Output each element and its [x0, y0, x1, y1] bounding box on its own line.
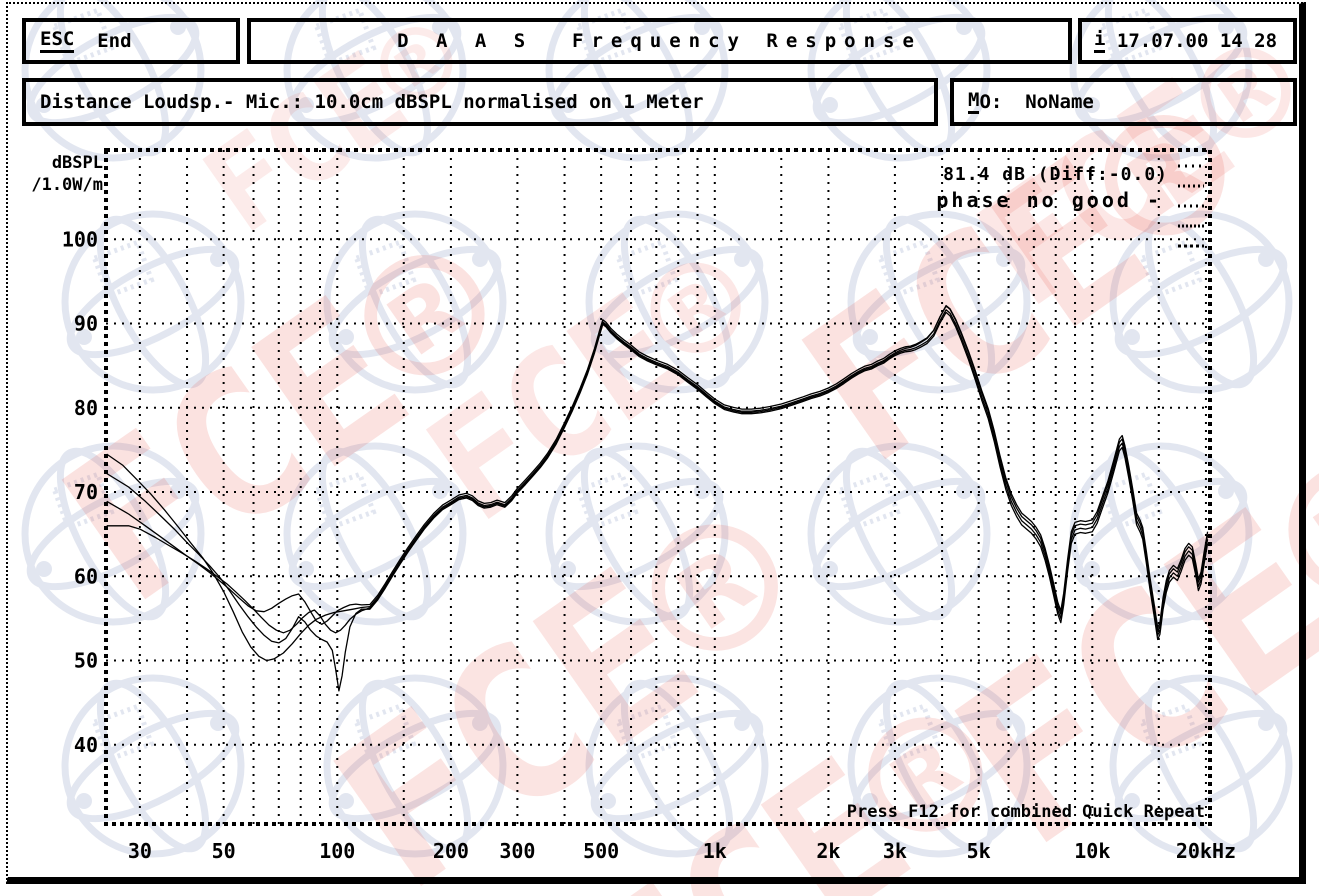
esc-end-button[interactable]: ESC End — [22, 18, 240, 64]
mo-value: NoName — [1025, 91, 1094, 113]
phase-status: phase no good - — [936, 188, 1162, 212]
title-box: D A A S Frequency Response — [247, 18, 1072, 64]
mo-key-rest: O: — [979, 91, 1003, 113]
x-axis-tick-label: 30 — [128, 839, 152, 863]
esc-action-label: End — [97, 30, 132, 52]
esc-key-label: ESC — [40, 29, 75, 53]
f12-hint[interactable]: Press F12 for combined Quick Repeat — [847, 802, 1205, 822]
y-unit-label-line1: dBSPL — [52, 153, 103, 173]
x-axis-tick-label: 1k — [703, 839, 727, 863]
info-datetime-button[interactable]: i 17.07.00 14 28 — [1078, 18, 1297, 64]
page-title: Frequency Response — [572, 30, 922, 52]
y-unit-label-line2: /1.0W/m — [31, 175, 103, 195]
x-axis-tick-label: 50 — [212, 839, 236, 863]
measurement-info-text: Distance Loudsp.- Mic.: 10.0cm dBSPL nor… — [40, 91, 704, 113]
info-key-label: i — [1094, 29, 1106, 53]
spl-readout: 81.4 dB (Diff:-0.0) — [943, 164, 1168, 185]
y-axis-tick-label: 40 — [74, 733, 98, 757]
memory-object-field[interactable]: M O: NoName — [950, 78, 1297, 126]
x-axis-tick-label: 200 — [433, 839, 469, 863]
x-axis-tick-label: 5k — [967, 839, 991, 863]
x-axis-tick-label: 3k — [883, 839, 907, 863]
y-axis-tick-label: 60 — [74, 564, 98, 588]
y-axis-tick-label: 90 — [74, 312, 98, 336]
plot-border — [104, 148, 1212, 826]
x-axis-tick-label: 2k — [816, 839, 840, 863]
x-axis-tick-label: 500 — [583, 839, 619, 863]
x-axis-tick-label: 10k — [1074, 839, 1110, 863]
y-axis-tick-label: 80 — [74, 396, 98, 420]
measurement-info-bar: Distance Loudsp.- Mic.: 10.0cm dBSPL nor… — [22, 78, 938, 126]
response-trace-2 — [106, 311, 1209, 692]
x-axis-tick-label: 300 — [499, 839, 535, 863]
x-axis-tick-label: 20kHz — [1176, 839, 1236, 863]
datetime-label: 17.07.00 14 28 — [1116, 30, 1278, 52]
y-axis-tick-label: 50 — [74, 649, 98, 673]
y-axis-tick-label: 70 — [74, 480, 98, 504]
x-axis-tick-label: 100 — [319, 839, 355, 863]
mo-key-first-letter: M — [968, 90, 980, 114]
y-axis-tick-label: 100 — [62, 227, 98, 251]
app-name: D A A S — [397, 30, 534, 52]
